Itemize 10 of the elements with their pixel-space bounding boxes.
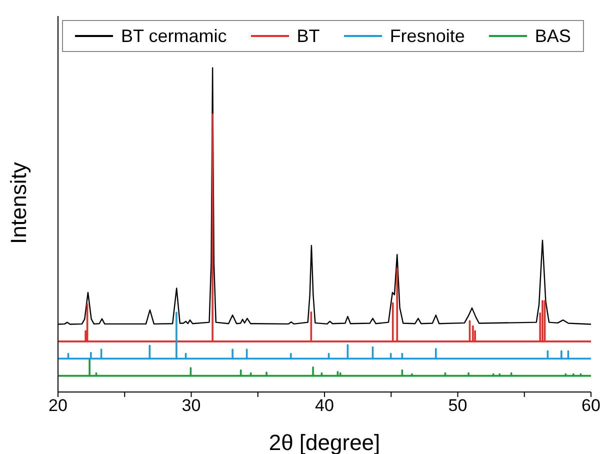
x-tick-label: 50 <box>448 396 468 416</box>
x-tick-label: 20 <box>48 396 68 416</box>
legend-label: BT <box>296 26 320 46</box>
legend-label: BT cermamic <box>121 26 227 46</box>
x-tick-label: 30 <box>182 396 201 416</box>
x-tick-label: 40 <box>315 396 334 416</box>
x-tick-label: 60 <box>582 396 600 416</box>
legend-label: BAS <box>534 26 571 46</box>
y-axis-title: Intensity <box>6 162 31 244</box>
legend-label: Fresnoite <box>390 26 465 46</box>
